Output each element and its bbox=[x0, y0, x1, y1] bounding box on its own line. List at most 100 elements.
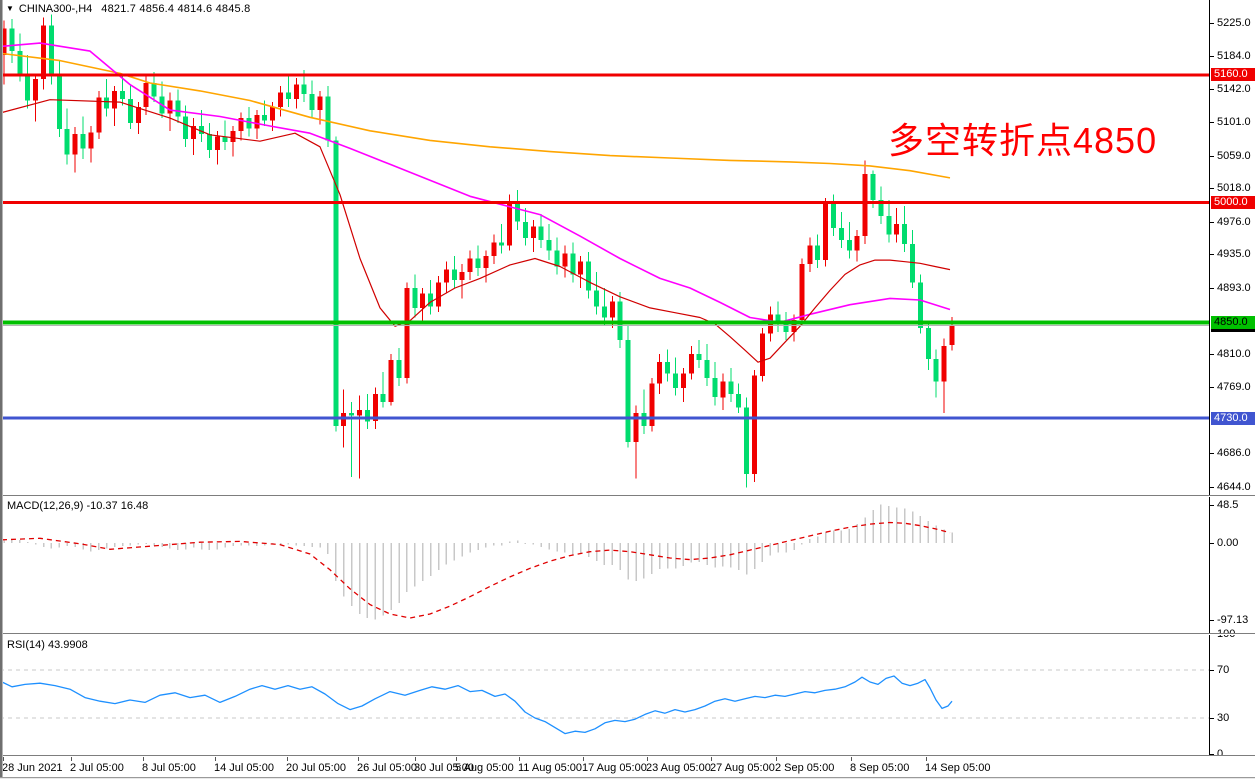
horizontal-level-lines[interactable] bbox=[0, 73, 1210, 420]
axis-tick bbox=[1210, 486, 1214, 488]
axis-tick bbox=[1210, 155, 1214, 157]
macd-indicator-label: MACD(12,26,9) -10.37 16.48 bbox=[7, 500, 149, 512]
window-bottom-border bbox=[0, 777, 1255, 779]
macd-panel-canvas[interactable] bbox=[0, 497, 1210, 633]
moving-averages bbox=[1, 42, 951, 363]
price-tick-label: 4644.0 bbox=[1217, 480, 1251, 493]
time-tick bbox=[143, 757, 144, 761]
price-tick-label: 4810.0 bbox=[1217, 348, 1251, 361]
time-axis-border bbox=[0, 755, 1255, 757]
axis-tick bbox=[1210, 386, 1214, 388]
time-label: 2 Jul 05:00 bbox=[70, 762, 124, 774]
rsi-line bbox=[1, 675, 953, 735]
symbol-dropdown-icon: ▼ bbox=[6, 4, 14, 13]
ma-fast-crimson bbox=[1, 99, 951, 363]
price-badge-5000.0: 5000.0 bbox=[1211, 196, 1255, 210]
time-label: 11 Aug 05:00 bbox=[518, 762, 583, 774]
axis-tick bbox=[1210, 254, 1214, 256]
time-tick bbox=[3, 757, 4, 761]
time-tick bbox=[926, 757, 927, 761]
price-tick-label: 5184.0 bbox=[1217, 49, 1251, 62]
price-tick-label: 4686.0 bbox=[1217, 447, 1251, 460]
time-tick bbox=[711, 757, 712, 761]
price-badge-4850.0: 4850.0 bbox=[1211, 315, 1255, 329]
annotation-text[interactable]: 多空转折点4850 bbox=[888, 120, 1158, 161]
time-tick bbox=[287, 757, 288, 761]
axis-tick bbox=[1210, 188, 1214, 190]
axis-tick bbox=[1210, 453, 1214, 455]
macd-signal-line bbox=[1, 521, 951, 619]
rsi-level-lines bbox=[0, 669, 1210, 719]
axis-tick bbox=[1210, 55, 1214, 57]
price-tick-label: 5018.0 bbox=[1217, 182, 1251, 195]
rsi-indicator-label: RSI(14) 43.9908 bbox=[7, 639, 88, 651]
rsi-tick-label: 70 bbox=[1217, 664, 1230, 676]
price-tick-label: 4935.0 bbox=[1217, 248, 1251, 261]
axis-tick bbox=[1210, 122, 1214, 124]
macd-tick-label: 0.00 bbox=[1217, 537, 1239, 549]
time-tick bbox=[519, 757, 520, 761]
time-label: 2 Sep 05:00 bbox=[775, 762, 835, 774]
price-chart-canvas[interactable] bbox=[0, 0, 1210, 495]
ma-mid-magenta bbox=[1, 42, 951, 324]
time-tick bbox=[415, 757, 416, 761]
rsi-tick-label: 30 bbox=[1217, 712, 1230, 724]
time-label: 30 Jul 05:00 bbox=[414, 762, 474, 774]
time-label: 28 Jun 2021 bbox=[2, 762, 63, 774]
time-label: 8 Sep 05:00 bbox=[850, 762, 910, 774]
price-tick-label: 5225.0 bbox=[1217, 17, 1251, 30]
time-label: 23 Aug 05:00 bbox=[646, 762, 711, 774]
panel-splitter-macd[interactable] bbox=[0, 495, 1255, 497]
macd-tick-label: 48.5 bbox=[1217, 498, 1239, 511]
time-label: 14 Jul 05:00 bbox=[214, 762, 274, 774]
time-label: 20 Jul 05:00 bbox=[286, 762, 346, 774]
time-label: 14 Sep 05:00 bbox=[925, 762, 991, 774]
axis-tick bbox=[1210, 23, 1214, 25]
axis-tick bbox=[1210, 543, 1214, 544]
price-tick-label: 4893.0 bbox=[1217, 281, 1251, 294]
ma-slow-orange bbox=[1, 52, 951, 179]
symbol-name: CHINA300-,H4 bbox=[18, 3, 93, 15]
price-badge-4730.0: 4730.0 bbox=[1211, 411, 1255, 425]
window-left-border bbox=[0, 0, 3, 779]
axis-tick bbox=[1210, 354, 1214, 356]
time-tick bbox=[71, 757, 72, 761]
price-tick-label: 4976.0 bbox=[1217, 215, 1251, 228]
symbol-title: ▼ CHINA300-,H4 4821.7 4856.4 4814.6 4845.8 bbox=[6, 3, 250, 15]
price-tick-label: 5142.0 bbox=[1217, 83, 1251, 96]
axis-tick bbox=[1210, 287, 1214, 289]
rsi-panel-canvas[interactable] bbox=[0, 635, 1210, 755]
time-tick bbox=[647, 757, 648, 761]
time-label: 5 Aug 05:00 bbox=[455, 762, 514, 774]
ohlc-values: 4821.7 4856.4 4814.6 4845.8 bbox=[101, 3, 251, 15]
price-tick-label: 5101.0 bbox=[1217, 116, 1251, 129]
time-tick bbox=[358, 757, 359, 761]
axis-tick bbox=[1210, 504, 1214, 506]
time-label: 26 Jul 05:00 bbox=[357, 762, 417, 774]
price-badge-5160.0: 5160.0 bbox=[1211, 68, 1255, 82]
axis-tick bbox=[1210, 89, 1214, 91]
time-label: 8 Jul 05:00 bbox=[142, 762, 196, 774]
time-tick bbox=[851, 757, 852, 761]
axis-tick bbox=[1210, 718, 1214, 719]
time-tick bbox=[456, 757, 457, 761]
axis-tick bbox=[1210, 221, 1214, 223]
price-tick-label: 4769.0 bbox=[1217, 380, 1251, 393]
panel-splitter-rsi[interactable] bbox=[0, 633, 1255, 635]
time-tick bbox=[215, 757, 216, 761]
time-axis: 28 Jun 2021 2 Jul 05:00 8 Jul 05:00 14 Jul … bbox=[0, 757, 1255, 779]
time-tick bbox=[583, 757, 584, 761]
price-tick-label: 5059.0 bbox=[1217, 149, 1251, 162]
macd-tick-label: -97.13 bbox=[1217, 613, 1249, 626]
axis-tick bbox=[1210, 754, 1214, 755]
macd-histogram bbox=[3, 504, 953, 620]
time-label: 17 Aug 05:00 bbox=[582, 762, 647, 774]
price-axis: 5225.0 5184.0 5142.0 5101.0 5059.0 5018.0 4976… bbox=[1209, 0, 1255, 760]
time-label: 27 Aug 05:00 bbox=[710, 762, 775, 774]
time-tick bbox=[776, 757, 777, 761]
axis-tick bbox=[1210, 619, 1214, 621]
candles bbox=[1, 14, 955, 488]
rsi-tick-label: 0 bbox=[1217, 748, 1224, 760]
axis-tick bbox=[1210, 670, 1214, 671]
